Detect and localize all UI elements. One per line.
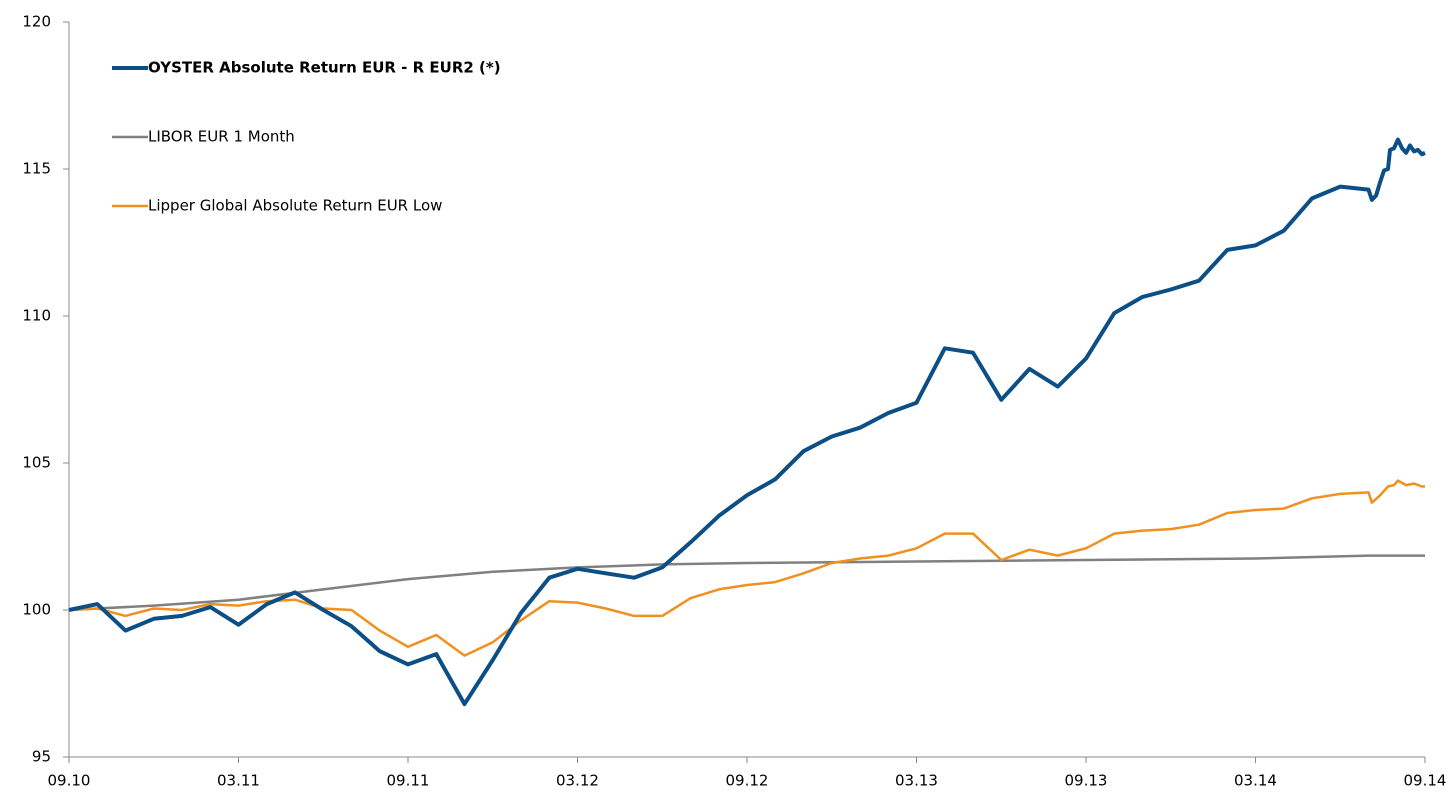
legend-label: OYSTER Absolute Return EUR - R EUR2 (*) (148, 59, 501, 77)
x-tick-label: 09.12 (726, 772, 769, 790)
y-tick-label: 115 (22, 160, 51, 178)
x-tick-label: 03.13 (895, 772, 938, 790)
y-tick-label: 105 (22, 454, 51, 472)
legend-label: LIBOR EUR 1 Month (148, 128, 295, 146)
x-tick-label: 09.14 (1404, 772, 1447, 790)
y-tick-label: 100 (22, 601, 51, 619)
series-line (68, 479, 1425, 657)
y-tick-label: 95 (32, 748, 51, 766)
y-tick-label: 120 (22, 13, 51, 31)
series-line (68, 137, 1426, 707)
x-tick-label: 03.12 (556, 772, 599, 790)
x-tick-label: 03.11 (217, 772, 260, 790)
x-tick-label: 09.10 (48, 772, 91, 790)
x-tick-label: 03.14 (1234, 772, 1277, 790)
series-line (68, 554, 1425, 612)
x-tick-label: 09.11 (387, 772, 430, 790)
legend-label: Lipper Global Absolute Return EUR Low (148, 197, 442, 215)
x-tick-label: 09.13 (1065, 772, 1108, 790)
y-tick-label: 110 (22, 307, 51, 325)
